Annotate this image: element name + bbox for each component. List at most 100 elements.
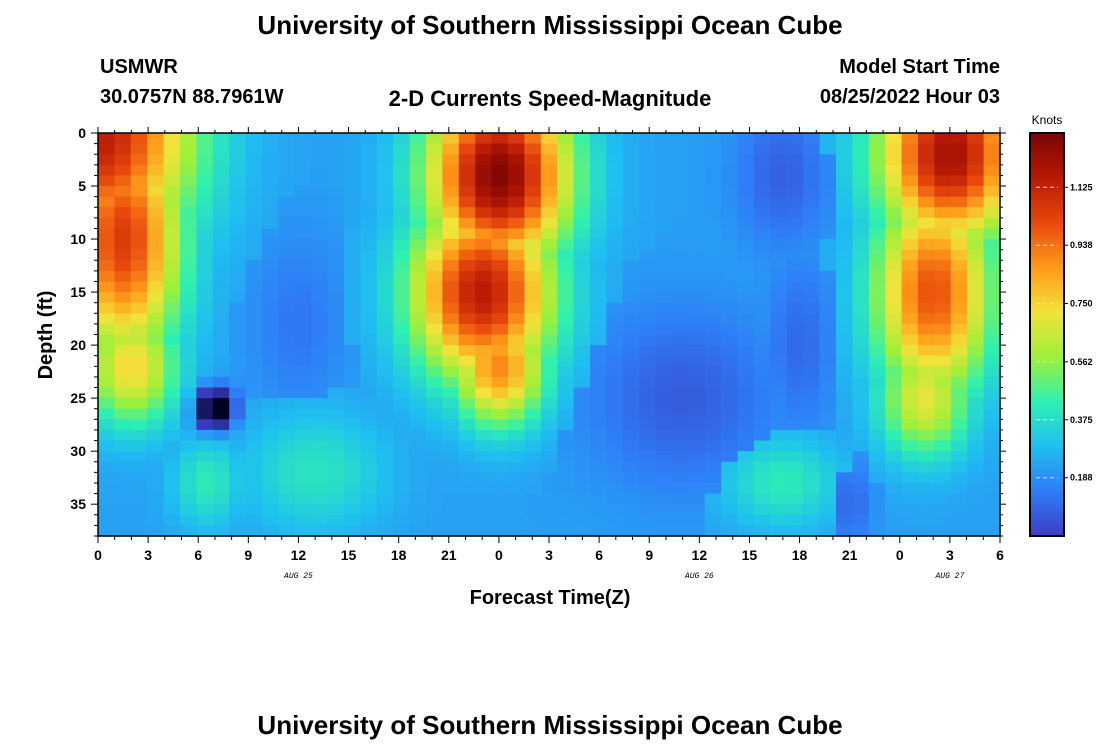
heatmap-cell [573, 281, 591, 293]
heatmap-cell [163, 493, 181, 505]
heatmap-cell [278, 270, 296, 283]
heatmap-cell [524, 387, 542, 399]
heatmap-cell [803, 525, 821, 537]
heatmap-cell [754, 164, 771, 177]
heatmap-cell [475, 334, 493, 346]
heatmap-cell [180, 429, 197, 442]
heatmap-cell [196, 345, 214, 357]
heatmap-cell [950, 334, 968, 346]
heatmap-cell [196, 133, 214, 145]
heatmap-cell [393, 366, 411, 378]
heatmap-cell [688, 376, 706, 389]
heatmap-cell [590, 440, 607, 452]
heatmap-cell [934, 323, 952, 336]
heatmap-cell [918, 419, 935, 431]
heatmap-cell [180, 143, 197, 155]
heatmap-cell [327, 366, 345, 378]
heatmap-cell [409, 376, 427, 389]
heatmap-cell [721, 334, 739, 346]
heatmap-cell [229, 440, 247, 452]
heatmap-cell [754, 472, 771, 484]
heatmap-cell [409, 440, 427, 452]
heatmap-cell [540, 217, 558, 230]
heatmap-cell [163, 175, 181, 187]
heatmap-cell [721, 323, 739, 336]
heatmap-cell [557, 504, 575, 516]
heatmap-cell [245, 260, 263, 272]
heatmap-cell [754, 419, 771, 431]
heatmap-cell [163, 323, 181, 336]
heatmap-cell [852, 493, 870, 505]
heatmap-cell [737, 345, 755, 357]
heatmap-cell [180, 302, 197, 314]
heatmap-cell [442, 260, 460, 272]
heatmap-cell [704, 281, 722, 293]
heatmap-cell [491, 217, 509, 230]
heatmap-cell [573, 249, 591, 261]
heatmap-cell [590, 398, 607, 410]
heatmap-cell [475, 154, 493, 166]
heatmap-cell [950, 366, 968, 378]
heatmap-cell [262, 525, 279, 537]
heatmap-cell [180, 461, 197, 473]
heatmap-cell [819, 472, 837, 484]
heatmap-cell [376, 260, 394, 272]
heatmap-cell [360, 355, 378, 367]
heatmap-cell [130, 482, 148, 495]
heatmap-cell [967, 154, 985, 166]
heatmap-cell [360, 143, 378, 155]
heatmap-cell [786, 451, 804, 463]
heatmap-cell [639, 292, 657, 304]
heatmap-cell [983, 440, 1001, 452]
heatmap-cell [704, 376, 722, 389]
heatmap-cell [426, 323, 443, 336]
heatmap-cell [967, 133, 985, 145]
heatmap-cell [672, 228, 689, 240]
heatmap-cell [130, 355, 148, 367]
heatmap-cell [819, 143, 837, 155]
heatmap-cell [901, 249, 919, 261]
heatmap-cell [508, 355, 525, 367]
heatmap-cell [163, 154, 181, 166]
heatmap-cell [934, 398, 952, 410]
heatmap-cell [426, 408, 443, 420]
heatmap-cell [704, 493, 722, 505]
heatmap-cell [688, 292, 706, 304]
heatmap-cell [606, 525, 624, 537]
heatmap-cell [508, 525, 525, 537]
heatmap-cell [622, 419, 640, 431]
heatmap-cell [426, 281, 443, 293]
heatmap-cell [590, 249, 607, 261]
heatmap-cell [491, 196, 509, 208]
heatmap-cell [229, 387, 247, 399]
heatmap-cell [852, 175, 870, 187]
heatmap-cell [836, 408, 853, 420]
heatmap-cell [688, 313, 706, 325]
heatmap-cell [409, 323, 427, 336]
heatmap-cell [278, 345, 296, 357]
heatmap-cell [983, 133, 1001, 145]
heatmap-cell [344, 514, 361, 526]
heatmap-cell [901, 493, 919, 505]
heatmap-cell [327, 164, 345, 177]
heatmap-cell [852, 408, 870, 420]
heatmap-cell [721, 398, 739, 410]
heatmap-cell [475, 387, 493, 399]
heatmap-cell [393, 292, 411, 304]
heatmap-cell [770, 302, 788, 314]
heatmap-cell [393, 504, 411, 516]
heatmap-cell [950, 525, 968, 537]
heatmap-cell [786, 493, 804, 505]
heatmap-cell [819, 514, 837, 526]
heatmap-cell [770, 429, 788, 442]
heatmap-cell [212, 514, 230, 526]
colorbar-tick-label: 0.562 [1070, 357, 1093, 367]
heatmap-cell [147, 334, 165, 346]
heatmap-cell [557, 366, 575, 378]
heatmap-cell [639, 376, 657, 389]
heatmap-cell [606, 292, 624, 304]
heatmap-cell [672, 451, 689, 463]
heatmap-cell [885, 228, 903, 240]
heatmap-cell [212, 376, 230, 389]
heatmap-cell [212, 345, 230, 357]
